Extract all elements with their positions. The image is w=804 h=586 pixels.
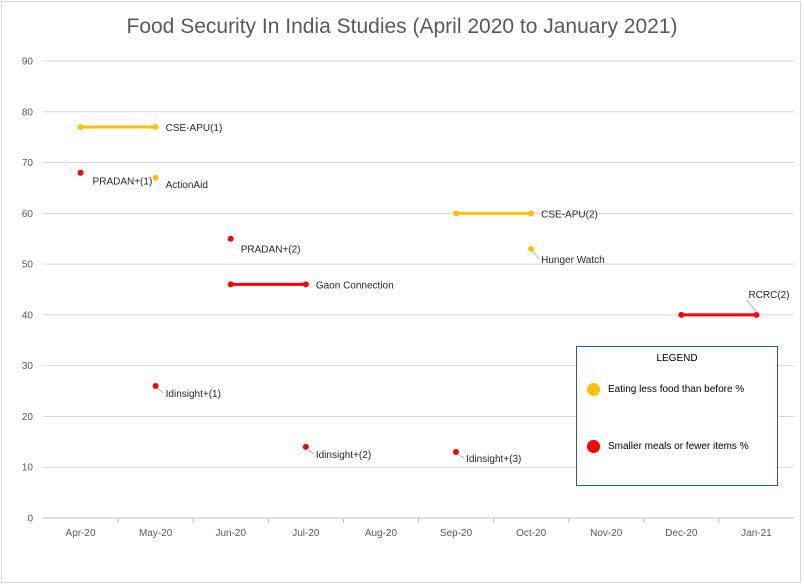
point-idinsight-3 [453,448,460,455]
y-tick-label: 70 [22,158,34,169]
x-tick-label: Dec-20 [665,528,698,539]
x-tick-label: May-20 [139,528,173,539]
legend: LEGEND Eating less food than before % Sm… [576,346,778,486]
data-label-rcrc-2: RCRC(2) [748,290,789,301]
y-tick-label: 80 [22,107,34,118]
legend-item-eating-less: Eating less food than before % [587,383,744,396]
y-tick-label: 30 [22,361,34,372]
y-tick-label: 90 [22,57,34,68]
chart-title: Food Security In India Studies (April 20… [126,15,678,38]
x-tick-label: Apr-20 [66,528,96,539]
data-label-idinsight-2: Idinsight+(2) [316,450,371,461]
legend-label-eating-less: Eating less food than before % [608,384,745,395]
leader-line-idinsight-2 [306,448,315,455]
y-tick-label: 20 [22,412,34,423]
data-label-idinsight-3: Idinsight+(3) [466,454,521,465]
legend-item-smaller-meals: Smaller meals or fewer items % [587,440,749,453]
leader-line-rcrc-2 [746,299,758,314]
x-tick-label: Jan-21 [741,528,772,539]
data-label-pradan-1: PRADAN+(1) [93,177,153,188]
x-tick-label: Nov-20 [590,528,623,539]
point-start-cse-apu-1 [77,124,84,131]
point-start-cse-apu-2 [453,210,460,217]
y-tick-label: 50 [22,260,34,271]
y-tick-labels: 0 10 20 30 40 50 60 70 80 90 [22,57,34,525]
point-idinsight-2 [302,443,309,450]
point-start-gaon-connection [227,281,234,288]
point-start-rcrc-2 [678,311,685,318]
legend-label-smaller-meals: Smaller meals or fewer items % [608,441,749,452]
leader-line-idinsight-3 [456,453,465,459]
x-tick-label: Oct-20 [516,528,546,539]
data-label-cse-apu-2: CSE-APU(2) [541,209,598,220]
point-end-cse-apu-1 [152,124,159,131]
point-end-rcrc-2 [753,311,760,318]
y-tick-label: 60 [22,209,34,220]
point-pradan-2 [227,235,234,242]
data-label-pradan-2: PRADAN+(2) [241,245,301,256]
legend-title: LEGEND [656,353,698,364]
x-tick-label: Jul-20 [292,528,320,539]
data-label-gaon-connection: Gaon Connection [316,280,394,291]
data-marks [77,124,760,455]
point-actionaid [152,174,159,181]
data-labels: CSE-APU(1) ActionAid CSE-APU(2) Hunger Watc… [93,123,790,465]
x-tick-label: Sep-20 [440,528,473,539]
x-tick-label: Aug-20 [365,528,398,539]
legend-dot-smaller-meals-icon [587,440,600,453]
y-tick-label: 40 [22,310,34,321]
leader-line-hunger-watch [531,250,540,260]
point-idinsight-1 [152,382,159,389]
x-tick-labels: Apr-20 May-20 Jun-20 Jul-20 Aug-20 Sep-20 Oct-… [66,518,772,539]
data-label-actionaid: ActionAid [166,180,208,191]
legend-dot-eating-less-icon [587,383,600,396]
leader-line-idinsight-1 [156,387,164,394]
point-pradan-1 [77,169,84,176]
point-end-cse-apu-2 [528,210,535,217]
y-tick-label: 0 [27,514,33,525]
y-tick-label: 10 [22,463,34,474]
x-tick-label: Jun-20 [215,528,246,539]
data-label-cse-apu-1: CSE-APU(1) [166,123,223,134]
data-label-idinsight-1: Idinsight+(1) [166,389,221,400]
point-hunger-watch [528,245,535,252]
data-label-hunger-watch: Hunger Watch [541,255,605,266]
point-end-gaon-connection [302,281,309,288]
